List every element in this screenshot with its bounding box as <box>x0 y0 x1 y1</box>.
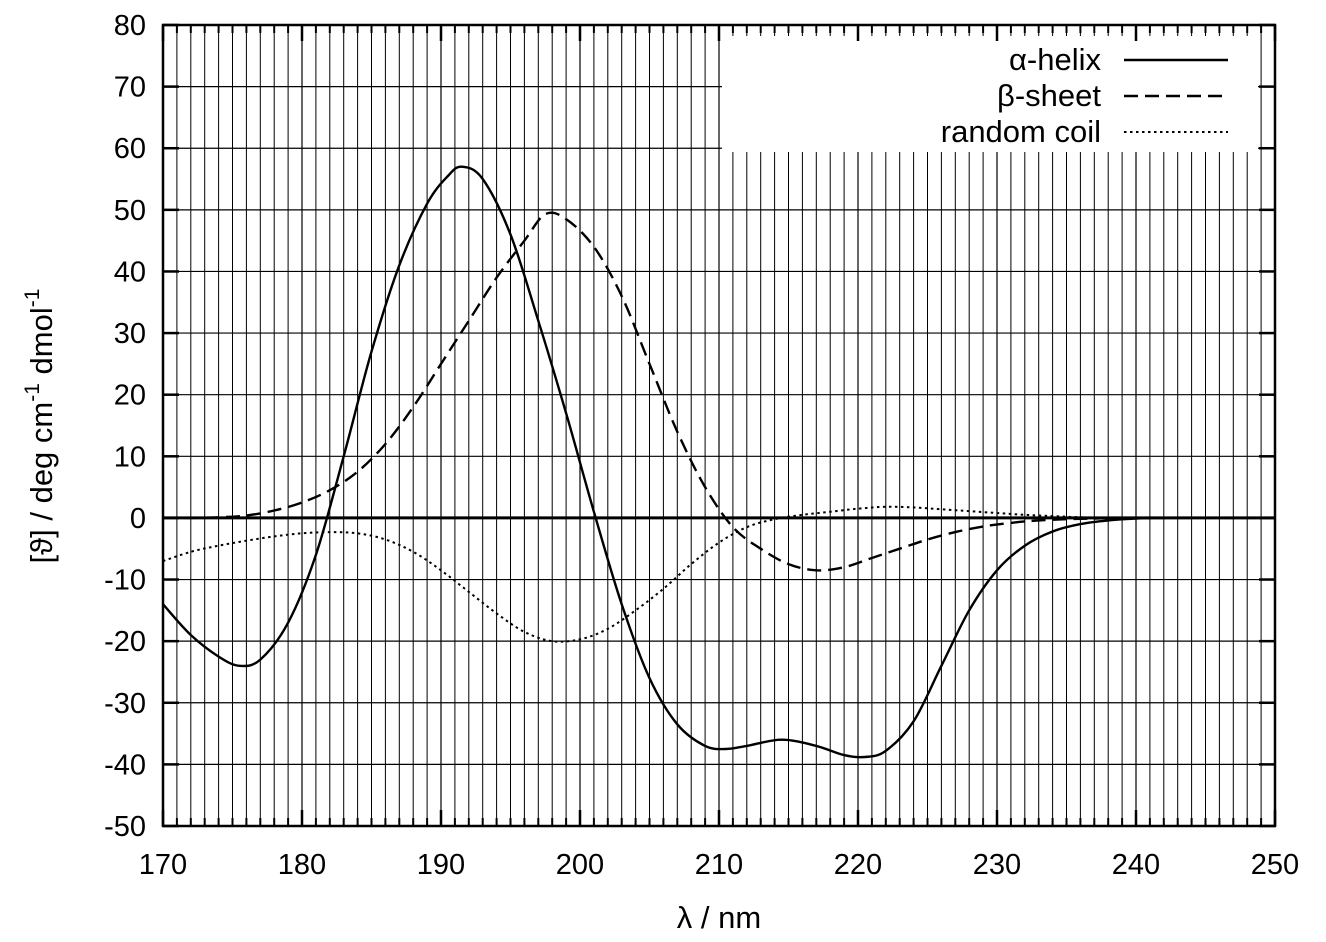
y-tick-label: 0 <box>130 503 146 535</box>
y-tick-labels: -50 -40 -30 -20 -10 0 10 20 30 40 50 60 70 80 <box>104 10 146 843</box>
x-tick-label: 220 <box>834 849 882 881</box>
x-tick-label: 210 <box>695 849 743 881</box>
legend-box <box>722 36 1258 152</box>
y-tick-label: 60 <box>114 133 146 165</box>
x-tick-label: 240 <box>1112 849 1160 881</box>
y-tick-label: -30 <box>104 688 146 720</box>
y-tick-label: 40 <box>114 256 146 288</box>
y-tick-label: 50 <box>114 195 146 227</box>
legend-label-2: β-sheet <box>997 78 1101 113</box>
y-tick-label: -20 <box>104 626 146 658</box>
y-tick-label: 10 <box>114 441 146 473</box>
y-tick-label: -50 <box>104 811 146 843</box>
legend-label-3: random coil <box>941 114 1101 149</box>
plot-frame <box>161 23 1277 828</box>
series-line-2 <box>163 211 1275 572</box>
y-axis-label-main: [ϑ] / deg cm <box>24 402 59 564</box>
y-tick-label: -10 <box>104 565 146 597</box>
y-axis-label-mid: dmol <box>24 307 59 383</box>
x-tick-label: 230 <box>973 849 1021 881</box>
x-tick-label: 180 <box>278 849 326 881</box>
y-axis-label-sup2: -1 <box>21 289 44 308</box>
series-line-3 <box>163 505 1275 643</box>
y-tick-label: 80 <box>114 10 146 42</box>
x-tick-label: 250 <box>1251 849 1299 881</box>
legend-background <box>722 36 1258 152</box>
y-axis-label-sup1: -1 <box>21 383 44 402</box>
x-tick-label: 200 <box>556 849 604 881</box>
x-tick-labels: 170 180 190 200 210 220 230 240 250 <box>139 849 1299 881</box>
y-tick-label: -40 <box>104 749 146 781</box>
x-tick-label: 170 <box>139 849 187 881</box>
y-tick-label: 70 <box>114 72 146 104</box>
x-tick-label: 190 <box>417 849 465 881</box>
y-tick-label: 20 <box>114 380 146 412</box>
series-line-1 <box>163 165 1275 759</box>
y-axis-label: [ϑ] / deg cm-1 dmol-1 <box>21 289 59 564</box>
legend-label-1: α-helix <box>1009 42 1102 77</box>
x-axis-label: λ / nm <box>677 900 761 935</box>
minor-grid <box>176 25 1262 826</box>
y-tick-label: 30 <box>114 318 146 350</box>
series-lines <box>163 165 1275 759</box>
